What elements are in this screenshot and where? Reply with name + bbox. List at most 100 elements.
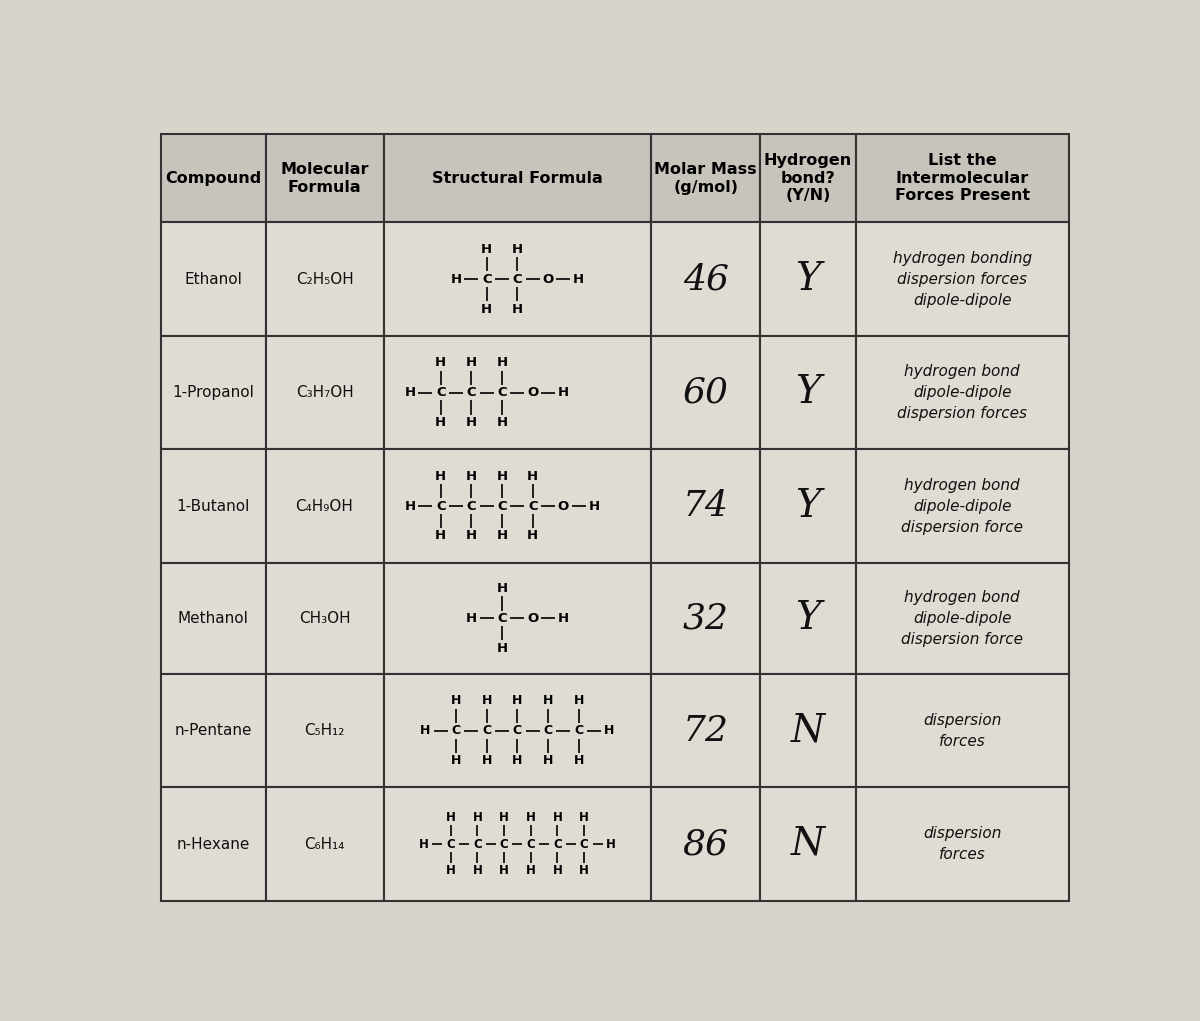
- Text: C: C: [553, 837, 562, 850]
- Text: H: H: [526, 865, 535, 877]
- Bar: [856, 135, 1069, 223]
- Text: Molecular
Formula: Molecular Formula: [281, 162, 368, 195]
- Bar: [761, 336, 856, 449]
- Text: H: H: [558, 612, 569, 625]
- Text: C: C: [528, 499, 538, 513]
- Bar: [856, 787, 1069, 901]
- Text: C: C: [436, 499, 445, 513]
- Text: H: H: [606, 837, 616, 850]
- Text: H: H: [574, 694, 584, 708]
- Text: C: C: [497, 386, 506, 399]
- Text: H: H: [466, 416, 476, 429]
- Text: H: H: [481, 302, 492, 315]
- Text: H: H: [445, 865, 456, 877]
- Bar: [384, 336, 652, 449]
- Bar: [265, 135, 384, 223]
- Text: 1-Butanol: 1-Butanol: [176, 498, 250, 514]
- Bar: [384, 787, 652, 901]
- Text: H: H: [497, 582, 508, 595]
- Text: H: H: [473, 811, 482, 824]
- Text: H: H: [574, 273, 584, 286]
- Text: H: H: [552, 811, 563, 824]
- Bar: [761, 223, 856, 336]
- Text: C: C: [436, 386, 445, 399]
- Bar: [856, 223, 1069, 336]
- Text: H: H: [450, 273, 462, 286]
- Text: H: H: [466, 612, 476, 625]
- Text: O: O: [558, 499, 569, 513]
- Text: H: H: [404, 499, 415, 513]
- Text: H: H: [580, 865, 589, 877]
- Bar: [652, 135, 761, 223]
- Bar: [652, 674, 761, 787]
- Text: Y: Y: [796, 600, 821, 637]
- Text: H: H: [481, 243, 492, 256]
- Text: H: H: [419, 837, 428, 850]
- Text: C: C: [482, 273, 492, 286]
- Text: C: C: [512, 724, 522, 737]
- Text: Y: Y: [796, 488, 821, 525]
- Bar: [161, 787, 265, 901]
- Text: Ethanol: Ethanol: [185, 272, 242, 287]
- Bar: [652, 787, 761, 901]
- Text: H: H: [481, 755, 492, 767]
- Text: 74: 74: [683, 489, 728, 523]
- Bar: [265, 223, 384, 336]
- Text: hydrogen bond
dipole-dipole
dispersion forces: hydrogen bond dipole-dipole dispersion f…: [898, 364, 1027, 421]
- Text: H: H: [512, 302, 523, 315]
- Bar: [761, 674, 856, 787]
- Text: C: C: [451, 724, 461, 737]
- Text: H: H: [436, 530, 446, 542]
- Text: C: C: [512, 273, 522, 286]
- Text: H: H: [497, 470, 508, 483]
- Text: C: C: [527, 837, 535, 850]
- Text: 46: 46: [683, 262, 728, 296]
- Text: C: C: [580, 837, 588, 850]
- Text: C: C: [467, 499, 476, 513]
- Text: C₃H₇OH: C₃H₇OH: [295, 385, 354, 400]
- Text: C: C: [575, 724, 583, 737]
- Text: H: H: [526, 811, 535, 824]
- Text: H: H: [497, 530, 508, 542]
- Bar: [161, 135, 265, 223]
- Text: hydrogen bond
dipole-dipole
dispersion force: hydrogen bond dipole-dipole dispersion f…: [901, 478, 1024, 535]
- Bar: [761, 787, 856, 901]
- Text: CH₃OH: CH₃OH: [299, 611, 350, 626]
- Text: C₄H₉OH: C₄H₉OH: [295, 498, 354, 514]
- Bar: [265, 563, 384, 674]
- Text: H: H: [499, 811, 509, 824]
- Bar: [652, 563, 761, 674]
- Text: O: O: [527, 386, 539, 399]
- Text: H: H: [420, 724, 431, 737]
- Text: H: H: [527, 470, 539, 483]
- Text: N: N: [791, 713, 824, 749]
- Text: H: H: [436, 416, 446, 429]
- Bar: [265, 787, 384, 901]
- Text: H: H: [466, 470, 476, 483]
- Text: H: H: [404, 386, 415, 399]
- Bar: [161, 563, 265, 674]
- Text: List the
Intermolecular
Forces Present: List the Intermolecular Forces Present: [895, 153, 1030, 203]
- Text: dispersion
forces: dispersion forces: [923, 713, 1001, 748]
- Text: Y: Y: [796, 260, 821, 298]
- Text: H: H: [558, 386, 569, 399]
- Text: H: H: [497, 356, 508, 370]
- Text: 86: 86: [683, 827, 728, 861]
- Bar: [384, 674, 652, 787]
- Text: Methanol: Methanol: [178, 611, 248, 626]
- Text: H: H: [466, 530, 476, 542]
- Text: hydrogen bond
dipole-dipole
dispersion force: hydrogen bond dipole-dipole dispersion f…: [901, 590, 1024, 647]
- Text: C: C: [497, 499, 506, 513]
- Text: O: O: [527, 612, 539, 625]
- Text: H: H: [451, 694, 461, 708]
- Text: C₂H₅OH: C₂H₅OH: [295, 272, 354, 287]
- Text: H: H: [542, 755, 553, 767]
- Bar: [384, 135, 652, 223]
- Text: H: H: [499, 865, 509, 877]
- Text: H: H: [527, 530, 539, 542]
- Bar: [761, 135, 856, 223]
- Text: 1-Propanol: 1-Propanol: [173, 385, 254, 400]
- Bar: [384, 449, 652, 563]
- Text: Molar Mass
(g/mol): Molar Mass (g/mol): [654, 162, 757, 195]
- Text: dispersion
forces: dispersion forces: [923, 826, 1001, 862]
